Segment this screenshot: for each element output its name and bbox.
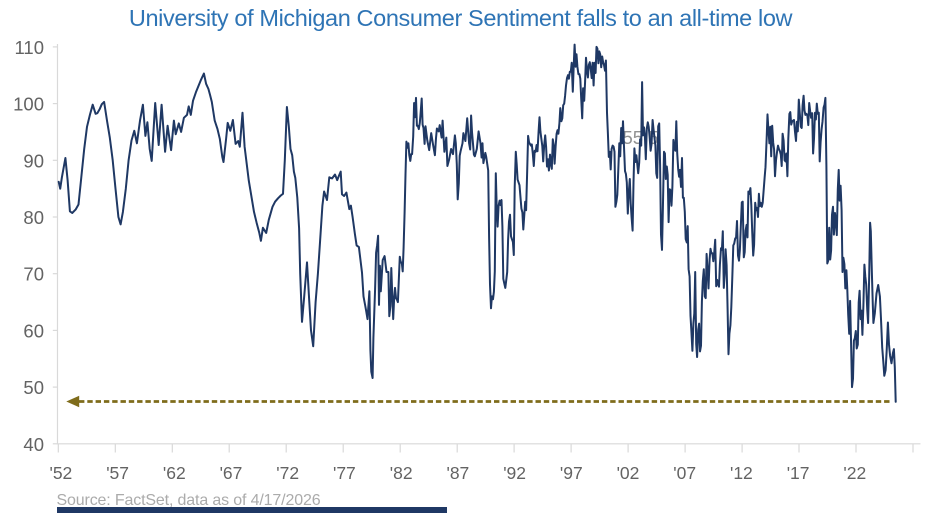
svg-text:50: 50 (23, 377, 44, 398)
svg-text:'92: '92 (503, 463, 526, 483)
svg-text:'02: '02 (617, 463, 640, 483)
svg-text:'17: '17 (787, 463, 810, 483)
svg-text:'62: '62 (163, 463, 186, 483)
svg-text:'52: '52 (49, 463, 72, 483)
svg-text:'82: '82 (390, 463, 413, 483)
svg-text:'72: '72 (276, 463, 299, 483)
svg-text:'12: '12 (730, 463, 753, 483)
svg-text:'77: '77 (333, 463, 356, 483)
svg-text:80: 80 (23, 207, 44, 228)
svg-text:'07: '07 (673, 463, 696, 483)
svg-text:90: 90 (23, 150, 44, 171)
svg-text:'67: '67 (220, 463, 243, 483)
svg-text:110: 110 (15, 37, 45, 58)
svg-text:'97: '97 (560, 463, 583, 483)
svg-text:70: 70 (23, 264, 44, 285)
svg-text:'87: '87 (446, 463, 469, 483)
svg-text:40: 40 (23, 434, 44, 455)
svg-text:'22: '22 (843, 463, 866, 483)
svg-text:100: 100 (13, 94, 44, 115)
svg-text:'57: '57 (106, 463, 129, 483)
svg-text:60: 60 (23, 320, 44, 341)
